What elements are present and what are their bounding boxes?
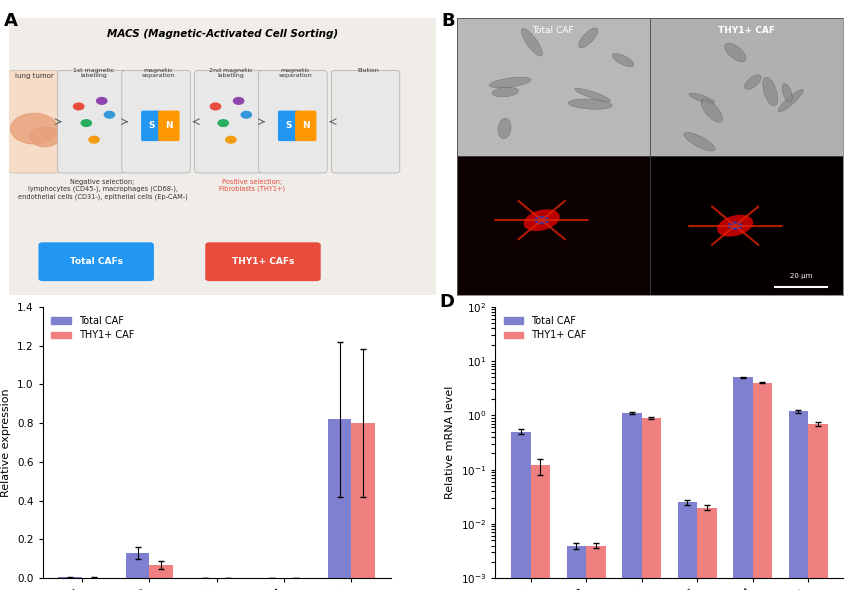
- FancyBboxPatch shape: [331, 70, 400, 173]
- Text: A: A: [4, 12, 18, 30]
- Circle shape: [30, 127, 60, 147]
- Text: 20 μm: 20 μm: [790, 273, 812, 279]
- Ellipse shape: [489, 77, 531, 88]
- Text: magnetic
separation: magnetic separation: [279, 68, 312, 78]
- Text: MACS (Magnetic-Activated Cell Sorting): MACS (Magnetic-Activated Cell Sorting): [106, 29, 338, 39]
- Circle shape: [218, 120, 228, 126]
- Ellipse shape: [701, 99, 722, 122]
- Ellipse shape: [613, 54, 634, 67]
- Text: THY1+ CAF: THY1+ CAF: [718, 26, 775, 35]
- FancyBboxPatch shape: [141, 110, 163, 141]
- Text: 1st magnetic
labelling: 1st magnetic labelling: [73, 68, 115, 78]
- FancyBboxPatch shape: [194, 70, 263, 173]
- Text: Negative selection;
lymphocytes (CD45-), macrophages (CD68-),
endothelial cells : Negative selection; lymphocytes (CD45-),…: [18, 179, 187, 199]
- Bar: [59, 577, 82, 578]
- Ellipse shape: [717, 215, 753, 237]
- Text: N: N: [165, 122, 173, 130]
- Bar: [126, 553, 149, 578]
- Bar: [511, 432, 531, 590]
- FancyBboxPatch shape: [58, 70, 126, 173]
- Ellipse shape: [725, 43, 746, 62]
- Bar: [586, 546, 606, 590]
- Ellipse shape: [763, 77, 778, 106]
- Circle shape: [210, 103, 221, 110]
- Circle shape: [89, 136, 99, 143]
- Text: Elution: Elution: [357, 68, 378, 73]
- Ellipse shape: [498, 118, 511, 139]
- FancyBboxPatch shape: [158, 110, 180, 141]
- Circle shape: [241, 112, 251, 118]
- Text: THY1+ CAFs: THY1+ CAFs: [232, 257, 294, 266]
- Text: B: B: [441, 12, 455, 30]
- Text: S: S: [148, 122, 155, 130]
- Circle shape: [11, 113, 58, 144]
- Ellipse shape: [782, 84, 792, 102]
- Text: D: D: [440, 293, 455, 312]
- Text: Total CAFs: Total CAFs: [70, 257, 123, 266]
- Ellipse shape: [521, 28, 543, 56]
- FancyBboxPatch shape: [295, 110, 316, 141]
- Bar: [622, 413, 642, 590]
- Ellipse shape: [534, 216, 550, 224]
- Bar: [809, 424, 827, 590]
- Circle shape: [73, 103, 83, 110]
- Ellipse shape: [524, 209, 560, 231]
- Text: S: S: [285, 122, 292, 130]
- Ellipse shape: [688, 93, 715, 104]
- Circle shape: [233, 97, 244, 104]
- FancyBboxPatch shape: [278, 110, 299, 141]
- Legend: Total CAF, THY1+ CAF: Total CAF, THY1+ CAF: [48, 312, 138, 345]
- Bar: [457, 156, 650, 295]
- FancyBboxPatch shape: [9, 70, 60, 173]
- Bar: [734, 378, 752, 590]
- Text: Total CAF: Total CAF: [532, 26, 574, 35]
- Circle shape: [226, 136, 236, 143]
- Bar: [650, 156, 843, 295]
- Bar: [351, 423, 375, 578]
- Circle shape: [81, 120, 91, 126]
- FancyBboxPatch shape: [259, 70, 327, 173]
- Y-axis label: Relative expression: Relative expression: [2, 388, 11, 497]
- FancyBboxPatch shape: [122, 70, 190, 173]
- Bar: [567, 546, 586, 590]
- Ellipse shape: [492, 87, 519, 97]
- Text: magnetic
separation: magnetic separation: [141, 68, 175, 78]
- Bar: [697, 507, 717, 590]
- Bar: [328, 419, 351, 578]
- FancyBboxPatch shape: [205, 242, 320, 281]
- Circle shape: [104, 112, 114, 118]
- Ellipse shape: [575, 88, 611, 101]
- Bar: [752, 383, 772, 590]
- Text: lung tumor: lung tumor: [14, 73, 54, 79]
- Bar: [642, 418, 661, 590]
- Ellipse shape: [684, 132, 715, 151]
- Bar: [149, 565, 173, 578]
- Text: Positive selection;
Fibroblasts (THY1+): Positive selection; Fibroblasts (THY1+): [219, 179, 285, 192]
- Ellipse shape: [568, 99, 613, 109]
- Bar: [677, 502, 697, 590]
- Bar: [789, 411, 809, 590]
- Legend: Total CAF, THY1+ CAF: Total CAF, THY1+ CAF: [500, 312, 590, 345]
- Text: N: N: [302, 122, 309, 130]
- Circle shape: [96, 97, 106, 104]
- Y-axis label: Relative mRNA level: Relative mRNA level: [446, 386, 455, 499]
- Ellipse shape: [778, 90, 803, 112]
- Ellipse shape: [728, 221, 743, 230]
- FancyBboxPatch shape: [38, 242, 154, 281]
- Bar: [531, 466, 550, 590]
- Text: 2nd magnetic
labelling: 2nd magnetic labelling: [209, 68, 253, 78]
- Ellipse shape: [579, 28, 598, 48]
- Ellipse shape: [745, 75, 761, 89]
- Bar: [650, 18, 843, 156]
- Bar: [457, 18, 650, 156]
